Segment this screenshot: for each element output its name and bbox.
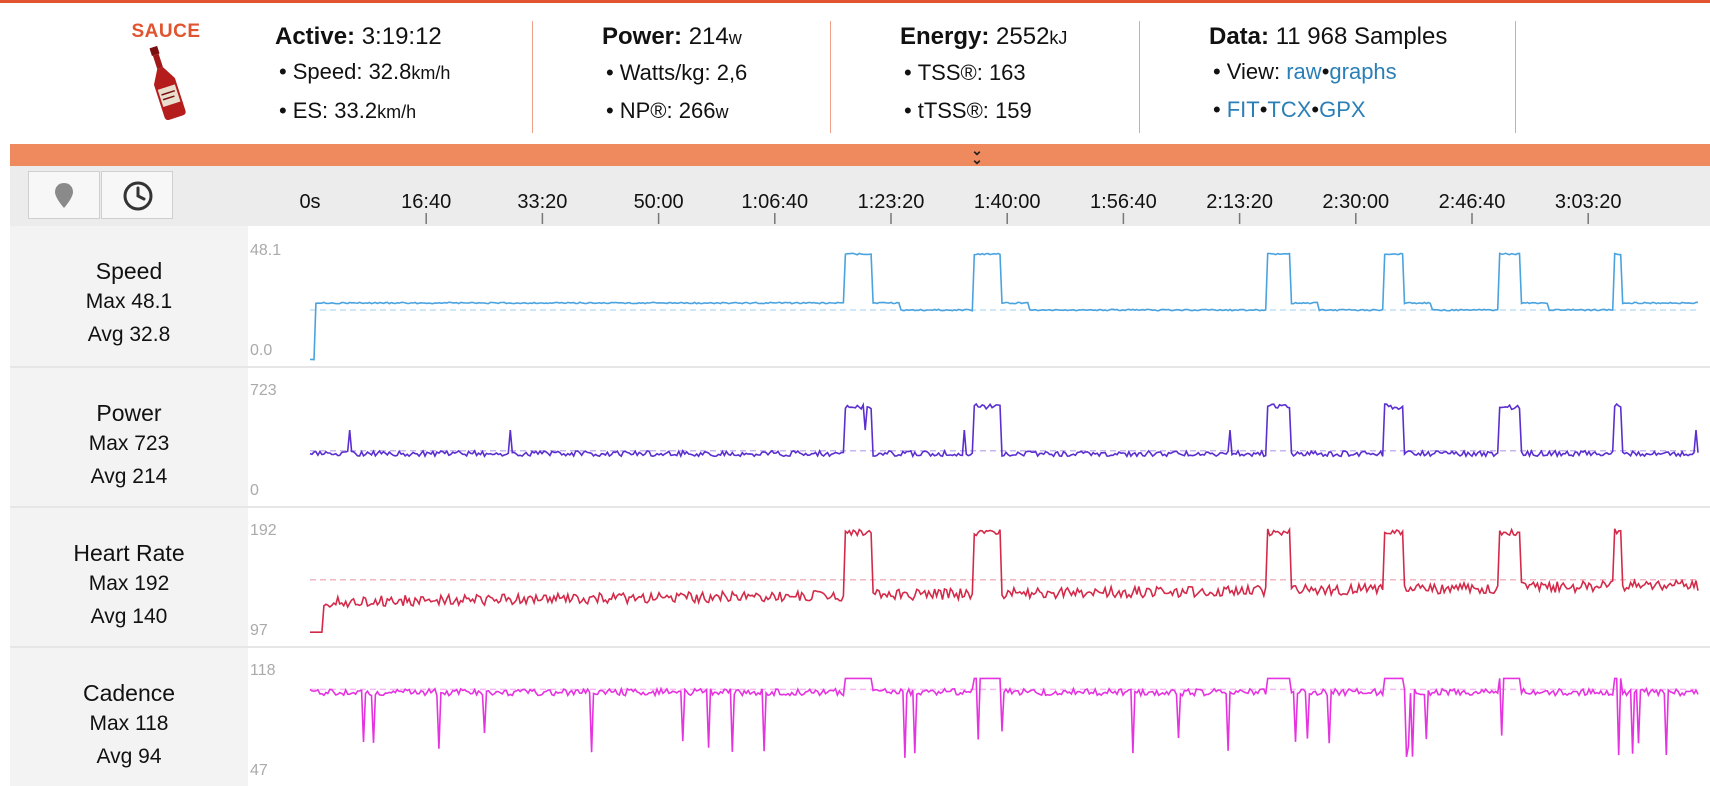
series-line bbox=[309, 252, 1699, 361]
graphs-link[interactable]: graphs bbox=[1329, 59, 1397, 84]
sauce-logo: SAUCE bbox=[110, 21, 222, 128]
logo-text: SAUCE bbox=[131, 21, 201, 42]
np-stat: • NP®: 266w bbox=[606, 98, 729, 123]
export-links: • FIT•TCX•GPX bbox=[1213, 97, 1366, 122]
active-summary: Active: 3:19:12 bbox=[275, 23, 442, 50]
top-accent-line bbox=[0, 0, 1710, 3]
time-view-button[interactable] bbox=[101, 171, 173, 219]
cadence-max: Max 118 bbox=[89, 712, 169, 735]
speed-stat: • Speed: 32.8km/h bbox=[279, 59, 451, 84]
speed-max: Max 48.1 bbox=[85, 290, 173, 313]
watts-per-kg-stat: • Watts/kg: 2,6 bbox=[606, 60, 748, 85]
raw-link[interactable]: raw bbox=[1286, 59, 1322, 84]
heart-rate-panel: Heart Rate Max 192 Avg 140 bbox=[10, 508, 1710, 646]
energy-summary: Energy: 2552kJ bbox=[900, 23, 1068, 50]
power-max: Max 723 bbox=[88, 432, 170, 455]
graph-panels: Speed Max 48.1 Avg 32.8 Power Max 723 Av… bbox=[10, 226, 1710, 786]
heart-rate-max: Max 192 bbox=[88, 572, 170, 595]
panel-divider bbox=[10, 366, 1710, 368]
data-summary: Data: 11 968 Samples bbox=[1209, 23, 1448, 50]
power-panel-label: Power Max 723 Avg 214 bbox=[10, 368, 248, 506]
data-stat-group: Data: 11 968 Samples • View: raw•graphs •… bbox=[1209, 21, 1516, 133]
activity-summary-header: SAUCE Active: 3:19:12 • Speed: 32.8km/h •… bbox=[10, 3, 1710, 144]
heart-rate-ymax-label: 192 bbox=[250, 522, 277, 539]
ttss-stat: • tTSS®: 159 bbox=[904, 98, 1032, 123]
cadence-chart[interactable] bbox=[250, 648, 1710, 786]
cadence-ymin-label: 47 bbox=[250, 762, 268, 779]
speed-ymax-label: 48.1 bbox=[250, 242, 282, 259]
power-ymax-label: 723 bbox=[250, 382, 277, 399]
tss-stat: • TSS®: 163 bbox=[904, 60, 1026, 85]
speed-chart[interactable] bbox=[250, 226, 1710, 366]
collapse-bar[interactable] bbox=[10, 144, 1710, 166]
map-pin-icon bbox=[55, 183, 73, 208]
series-line bbox=[309, 401, 1699, 459]
panel-divider bbox=[10, 646, 1710, 648]
active-stat-group: Active: 3:19:12 • Speed: 32.8km/h • ES: 33… bbox=[275, 21, 533, 133]
map-view-button[interactable] bbox=[28, 171, 100, 219]
speed-panel: Speed Max 48.1 Avg 32.8 bbox=[10, 226, 1710, 366]
clock-icon bbox=[123, 181, 153, 211]
power-panel: Power Max 723 Avg 214 bbox=[10, 368, 1710, 506]
heart-rate-panel-label: Heart Rate Max 192 Avg 140 bbox=[10, 508, 248, 646]
cadence-panel: Cadence Max 118 Avg 94 bbox=[10, 648, 1710, 786]
power-ymin-label: 0 bbox=[250, 482, 259, 499]
speed-avg: Avg 32.8 bbox=[87, 323, 171, 346]
graph-toolbar bbox=[10, 166, 1710, 226]
power-avg: Avg 214 bbox=[90, 465, 168, 488]
heart-rate-ymin-label: 97 bbox=[250, 622, 268, 639]
series-line bbox=[309, 677, 1699, 758]
es-stat: • ES: 33.2km/h bbox=[279, 98, 417, 123]
tcx-link[interactable]: TCX bbox=[1267, 97, 1312, 122]
speed-panel-label: Speed Max 48.1 Avg 32.8 bbox=[10, 226, 248, 366]
cadence-panel-label: Cadence Max 118 Avg 94 bbox=[10, 648, 248, 786]
series-line bbox=[310, 526, 1699, 633]
active-time: 3:19:12 bbox=[361, 23, 442, 50]
gpx-link[interactable]: GPX bbox=[1319, 97, 1366, 122]
fit-link[interactable]: FIT bbox=[1226, 97, 1260, 122]
heart-rate-chart[interactable] bbox=[250, 508, 1710, 646]
heart-rate-avg: Avg 140 bbox=[90, 605, 168, 628]
view-links: • View: raw•graphs bbox=[1213, 59, 1397, 84]
cadence-avg: Avg 94 bbox=[96, 745, 162, 768]
energy-stat-group: Energy: 2552kJ • TSS®: 163 • tTSS®: 159 bbox=[900, 21, 1140, 133]
panel-divider bbox=[10, 506, 1710, 508]
power-summary: Power: 214w bbox=[602, 23, 742, 50]
chevron-double-down-icon[interactable]: ⌄ ⌄ bbox=[971, 142, 983, 167]
speed-ymin-label: 0.0 bbox=[250, 342, 273, 359]
power-chart[interactable] bbox=[250, 368, 1710, 506]
cadence-ymax-label: 118 bbox=[250, 662, 276, 679]
power-stat-group: Power: 214w • Watts/kg: 2,6 • NP®: 266w bbox=[602, 21, 831, 133]
sauce-bottle-icon bbox=[149, 45, 186, 121]
